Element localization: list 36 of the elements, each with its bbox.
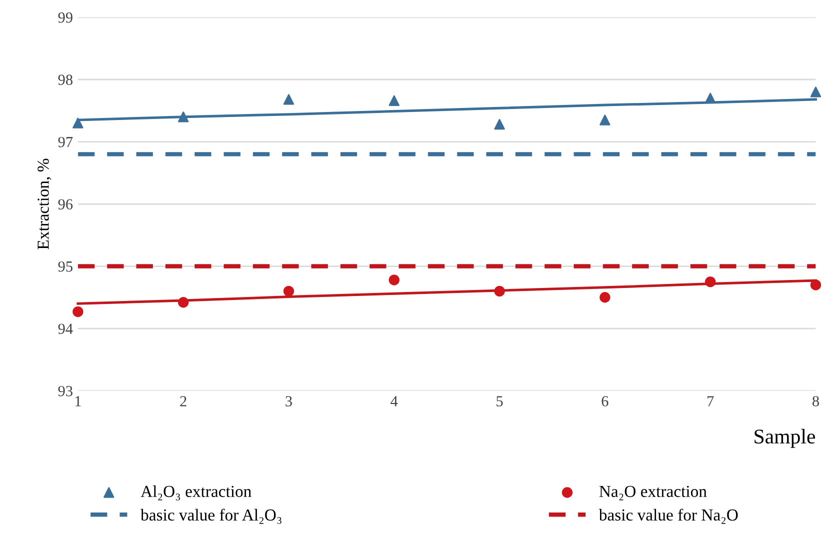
x-tick-label: 5 — [496, 396, 503, 406]
x-tick-label: 2 — [180, 396, 186, 406]
point — [600, 114, 610, 126]
point — [810, 86, 822, 98]
x-tick-label: 8 — [812, 396, 819, 406]
point — [283, 286, 294, 297]
point — [494, 118, 505, 130]
point — [72, 306, 84, 318]
x-tick-label: 7 — [708, 396, 714, 406]
y-tick-label: 93 — [58, 386, 72, 396]
x-tick-label: 4 — [390, 396, 398, 406]
y-tick-label: 95 — [58, 261, 72, 272]
y-tick-label: 94 — [58, 324, 73, 334]
legend-label: Na₂O extraction — [599, 486, 707, 500]
point — [388, 274, 400, 286]
point — [178, 297, 189, 308]
y-tick-label: 97 — [58, 136, 73, 148]
point — [388, 95, 400, 106]
y-tick-label: 98 — [58, 74, 72, 85]
point — [72, 118, 84, 128]
x-axis-title: Sample — [754, 428, 816, 448]
point — [494, 286, 505, 297]
point — [283, 94, 294, 105]
x-tick-label: 3 — [286, 396, 292, 406]
legend-label: Al₂O₃ extraction — [140, 485, 252, 500]
x-tick-label: 1 — [75, 396, 81, 406]
legend-label: basic value for Al₂O₃ — [140, 508, 282, 524]
point — [600, 292, 610, 303]
legend-label: basic value for Na₂O — [598, 508, 738, 524]
point — [178, 112, 189, 122]
y-axis-title: Extraction, % — [38, 158, 52, 250]
y-tick-label: 99 — [58, 12, 72, 23]
point — [810, 280, 822, 290]
x-tick-label: 6 — [602, 396, 608, 406]
y-tick-label: 96 — [58, 199, 73, 210]
point — [704, 276, 716, 288]
